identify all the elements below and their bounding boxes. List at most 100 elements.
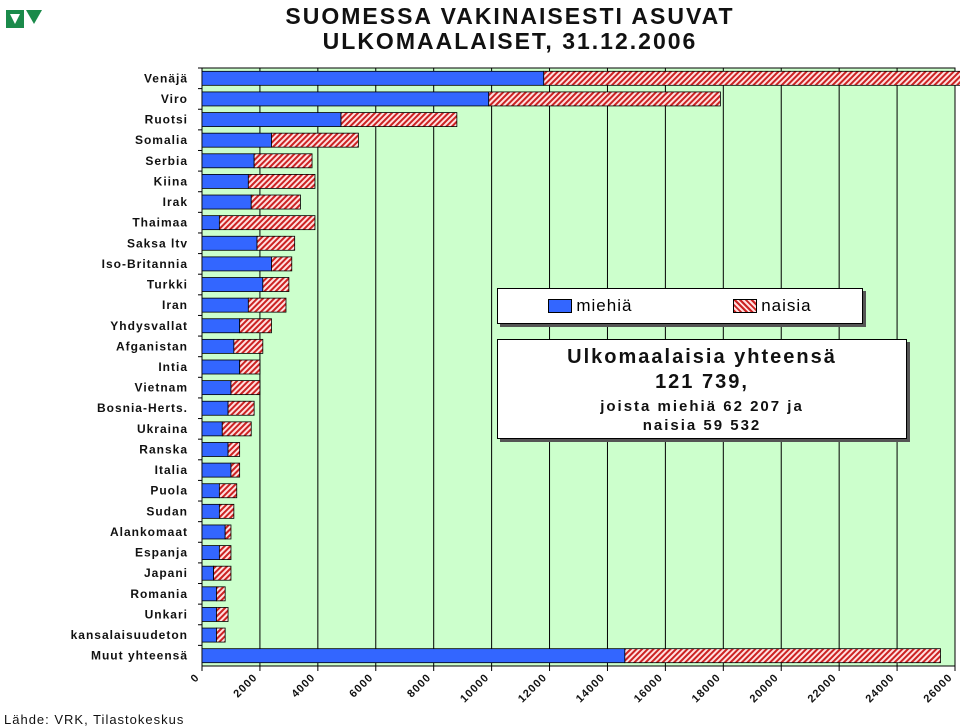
y-tick-label-10: Turkki <box>147 278 188 292</box>
bar-women-0 <box>543 70 960 86</box>
y-tick-label-2: Ruotsi <box>145 113 188 127</box>
y-tick-label-26: Unkari <box>145 607 188 621</box>
y-tick-label-11: Iran <box>162 298 188 312</box>
chart-legend: miehiä naisia <box>497 288 863 324</box>
y-tick-label-28: Muut yhteensä <box>91 649 188 663</box>
bar-men-26 <box>201 607 217 622</box>
x-tick-label-18000: 18000 <box>690 672 724 706</box>
bar-men-14 <box>201 359 241 375</box>
x-tick-label-2000: 2000 <box>231 672 260 701</box>
bar-women-17 <box>221 421 252 437</box>
bar-women-22 <box>224 524 232 540</box>
y-tick-label-4: Serbia <box>145 154 188 168</box>
bar-women-18 <box>227 442 241 457</box>
y-tick-label-13: Afganistan <box>116 339 188 353</box>
x-tick-label-22000: 22000 <box>806 672 840 706</box>
bar-men-23 <box>201 545 220 560</box>
bar-women-28 <box>624 648 941 664</box>
legend-swatch-women <box>733 299 758 313</box>
bar-men-21 <box>201 503 220 519</box>
x-tick-label-0: 0 <box>189 672 203 686</box>
y-tick-label-1: Viro <box>161 92 188 106</box>
legend-item-men: miehiä <box>548 296 632 316</box>
bar-men-3 <box>201 132 272 148</box>
y-tick-label-20: Puola <box>150 484 188 498</box>
bar-men-5 <box>201 174 249 189</box>
source-note: Lähde: VRK, Tilastokeskus <box>4 712 185 727</box>
legend-item-women: naisia <box>733 296 811 316</box>
bar-women-25 <box>216 586 226 602</box>
bar-men-19 <box>201 462 232 478</box>
y-tick-label-9: Iso-Britannia <box>102 257 188 271</box>
y-tick-label-7: Thaimaa <box>132 216 188 230</box>
x-tick-label-16000: 16000 <box>632 672 666 706</box>
bar-men-17 <box>201 421 223 437</box>
x-tick-label-26000: 26000 <box>921 672 955 706</box>
bar-women-11 <box>247 297 287 313</box>
bar-women-2 <box>340 112 458 127</box>
y-tick-label-24: Japani <box>144 566 188 580</box>
y-tick-label-27: kansalaisuudeton <box>71 628 188 642</box>
bar-women-19 <box>230 462 241 478</box>
bar-men-9 <box>201 256 272 272</box>
x-tick-label-10000: 10000 <box>458 672 492 706</box>
bar-men-18 <box>201 442 229 457</box>
x-tick-label-20000: 20000 <box>748 672 782 706</box>
bar-men-0 <box>201 70 545 86</box>
bar-men-12 <box>201 318 241 334</box>
bar-women-9 <box>271 256 293 272</box>
bar-women-5 <box>247 174 316 189</box>
organization-logo-icon <box>6 10 42 28</box>
bar-men-15 <box>201 380 232 396</box>
bar-women-10 <box>262 277 290 292</box>
bar-women-26 <box>216 607 229 622</box>
y-tick-label-25: Romania <box>130 587 188 601</box>
bar-men-4 <box>201 153 255 169</box>
x-tick-label-6000: 6000 <box>347 672 376 701</box>
y-tick-label-19: Italia <box>155 463 188 477</box>
chart-title-line1: SUOMESSA VAKINAISESTI ASUVAT <box>285 3 735 29</box>
annotation-line2: 121 739, <box>655 371 749 393</box>
bar-men-22 <box>201 524 226 540</box>
bar-men-8 <box>201 235 258 251</box>
annotation-line4: naisia 59 532 <box>642 417 762 434</box>
bar-women-20 <box>218 483 238 499</box>
bar-women-3 <box>271 132 359 148</box>
y-tick-label-17: Ukraina <box>137 422 188 436</box>
y-tick-label-23: Espanja <box>135 546 188 560</box>
bar-men-16 <box>201 400 229 416</box>
chart-title: SUOMESSA VAKINAISESTI ASUVAT ULKOMAALAIS… <box>150 4 870 54</box>
y-tick-label-8: Saksa ltv <box>127 236 188 250</box>
bar-women-21 <box>218 503 235 519</box>
bar-men-7 <box>201 215 220 231</box>
bar-men-11 <box>201 297 249 313</box>
bar-women-1 <box>488 91 721 107</box>
y-tick-label-0: Venäjä <box>144 71 188 85</box>
bar-women-14 <box>239 359 261 375</box>
bar-women-16 <box>227 400 255 416</box>
bar-women-13 <box>233 338 264 354</box>
bar-women-23 <box>218 545 232 560</box>
bar-men-24 <box>201 565 214 581</box>
bar-women-7 <box>218 215 316 231</box>
bar-men-27 <box>201 627 217 643</box>
y-tick-label-21: Sudan <box>146 504 188 518</box>
bar-women-27 <box>216 627 226 643</box>
bar-women-6 <box>250 194 301 210</box>
legend-label-men: miehiä <box>576 296 633 315</box>
y-tick-label-16: Bosnia-Herts. <box>97 401 188 415</box>
bar-women-15 <box>230 380 261 396</box>
bar-men-6 <box>201 194 252 210</box>
bar-men-25 <box>201 586 217 602</box>
bar-men-10 <box>201 277 264 292</box>
y-tick-label-5: Kiina <box>154 174 188 188</box>
y-tick-label-22: Alankomaat <box>110 525 188 539</box>
bar-men-2 <box>201 112 342 127</box>
bar-men-28 <box>201 648 626 664</box>
total-annotation-box: Ulkomaalaisia yhteensä 121 739, joista m… <box>497 339 907 439</box>
x-tick-label-4000: 4000 <box>289 672 318 701</box>
bar-women-12 <box>239 318 272 334</box>
annotation-line3: joista miehiä 62 207 ja <box>600 398 804 415</box>
y-tick-label-18: Ranska <box>139 442 188 456</box>
legend-label-women: naisia <box>761 296 812 315</box>
